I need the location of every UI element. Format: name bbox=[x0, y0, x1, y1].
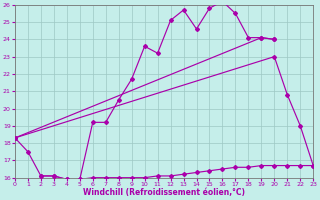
X-axis label: Windchill (Refroidissement éolien,°C): Windchill (Refroidissement éolien,°C) bbox=[83, 188, 245, 197]
